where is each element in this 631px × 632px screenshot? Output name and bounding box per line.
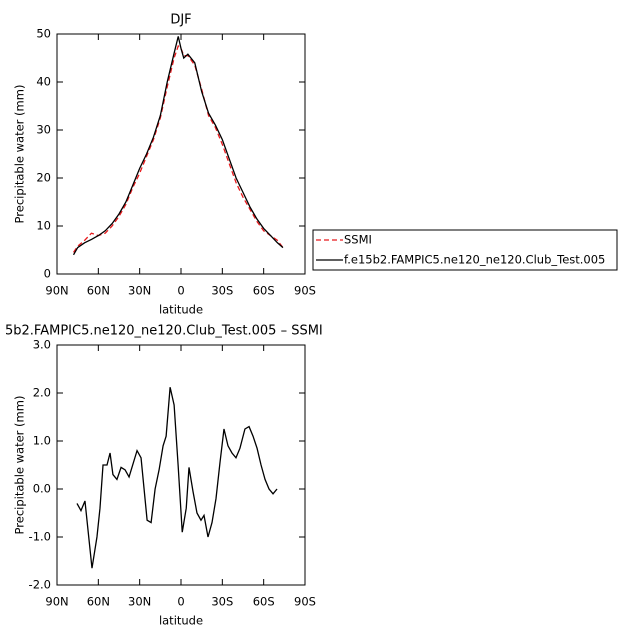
legend-label: SSMI (344, 233, 372, 247)
y-tick-label: 3.0 (33, 338, 51, 352)
x-tick-label: 90N (45, 284, 68, 298)
data-line (72, 44, 284, 253)
y-tick-label: 1.0 (33, 434, 51, 448)
y-tick-label: 10 (36, 219, 51, 233)
y-tick-label: 0 (44, 267, 51, 281)
y-tick-label: 40 (36, 75, 51, 89)
y-tick-label: -1.0 (29, 530, 51, 544)
data-line (76, 387, 278, 569)
x-tick-label: 60S (253, 595, 275, 609)
y-tick-label: 30 (36, 123, 51, 137)
chart-title: DJF (170, 13, 191, 28)
y-tick-label: 20 (36, 171, 51, 185)
chart-title: 5b2.FAMPIC5.ne120_ne120.Club_Test.005 – … (5, 324, 323, 339)
y-axis-label: Precipitable water (mm) (13, 85, 27, 224)
data-line (72, 36, 284, 256)
x-tick-label: 30N (128, 284, 151, 298)
x-tick-label: 90S (294, 595, 316, 609)
y-tick-label: 2.0 (33, 386, 51, 400)
x-tick-label: 0 (177, 284, 184, 298)
y-tick-label: 50 (36, 27, 51, 41)
y-axis-label: Precipitable water (mm) (13, 396, 27, 535)
x-tick-label: 60N (87, 595, 110, 609)
x-tick-label: 30S (211, 284, 233, 298)
x-tick-label: 90S (294, 284, 316, 298)
x-tick-label: 60N (87, 284, 110, 298)
x-axis-label: latitude (159, 614, 203, 628)
plot-frame (56, 344, 306, 586)
x-tick-label: 0 (177, 595, 184, 609)
x-tick-label: 30N (128, 595, 151, 609)
x-axis-label: latitude (159, 303, 203, 317)
x-tick-label: 30S (211, 595, 233, 609)
x-tick-label: 60S (253, 284, 275, 298)
y-tick-label: -2.0 (29, 578, 51, 592)
x-tick-label: 90N (45, 595, 68, 609)
y-tick-label: 0.0 (33, 482, 51, 496)
legend-label: f.e15b2.FAMPIC5.ne120_ne120.Club_Test.00… (344, 253, 605, 267)
legend-box (312, 229, 618, 271)
